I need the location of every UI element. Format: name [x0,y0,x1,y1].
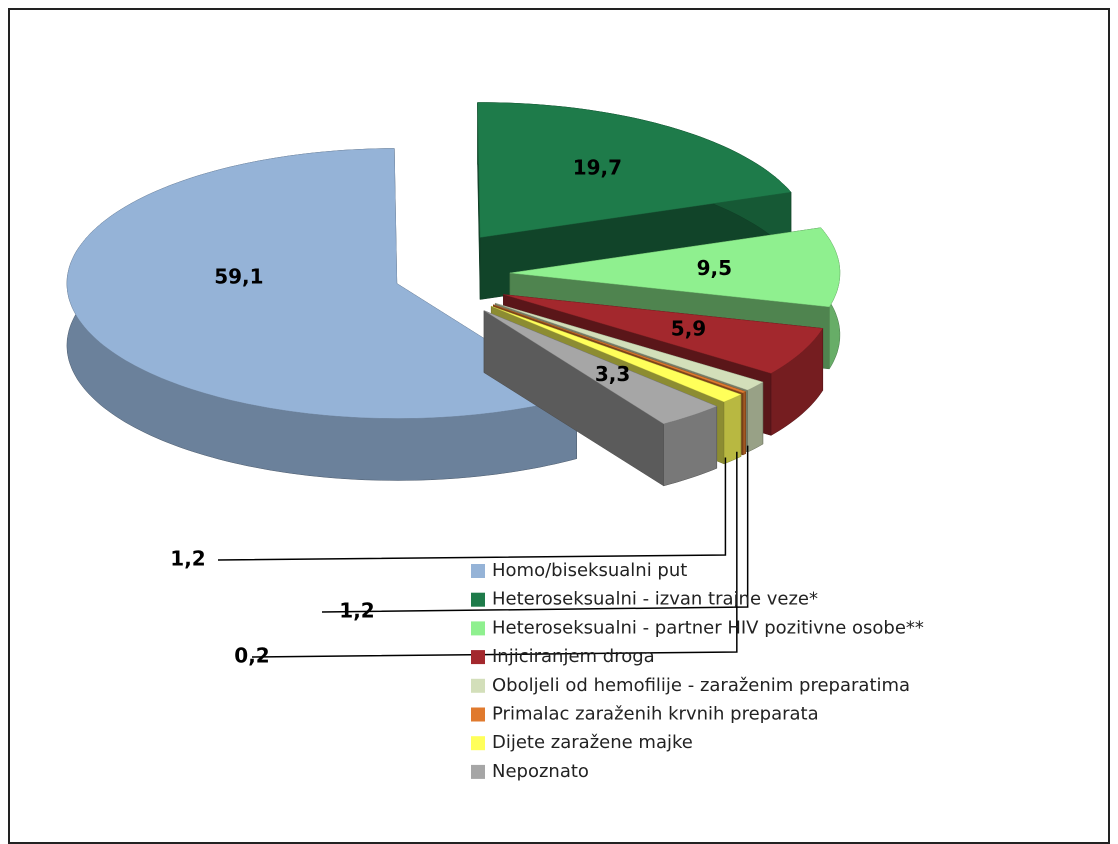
legend-label: Injiciranjem droga [492,646,655,667]
data-label: 1,2 [339,599,374,623]
legend-label: Heteroseksualni - izvan trajne veze* [492,589,818,610]
legend-swatch [471,650,485,665]
pie-slice [477,102,792,300]
legend-label: Dijete zaražene majke [492,732,693,753]
slice-wall [723,394,742,465]
leader-line [251,451,738,658]
slice-top [495,302,764,391]
data-label: 3,3 [595,362,630,386]
legend-swatch [471,592,485,607]
data-label: 0,2 [234,644,269,668]
slice-top [66,148,578,419]
legend-swatch [471,707,485,722]
slice-top [483,310,718,425]
legend-swatch [471,621,485,636]
slice-top [493,304,747,394]
slice-wall [742,391,746,456]
leader-line [321,445,749,613]
legend-label: Homo/biseksualni put [492,560,687,581]
legend-label: Heteroseksualni - partner HIV pozitivne … [492,617,924,638]
slice-top [477,102,792,238]
data-label: 19,7 [573,155,622,179]
legend-label: Oboljeli od hemofilije - zaraženim prepa… [492,675,910,696]
legend-label: Nepoznato [492,761,589,782]
slice-wall [747,381,764,453]
legend-label: Primalac zaraženih krvnih preparata [492,704,819,725]
slice-top [503,294,824,374]
leader-line [217,457,727,561]
slice-top [509,227,841,308]
slice-top [491,305,742,403]
legend-swatch [471,764,485,779]
legend-swatch [471,736,485,751]
data-label: 59,1 [214,264,263,288]
data-label: 5,9 [671,317,706,341]
legend-swatch [471,678,485,693]
legend-swatch [471,564,485,578]
data-label: 9,5 [697,256,732,280]
data-label: 1,2 [170,547,205,571]
pie-slice [483,310,718,487]
